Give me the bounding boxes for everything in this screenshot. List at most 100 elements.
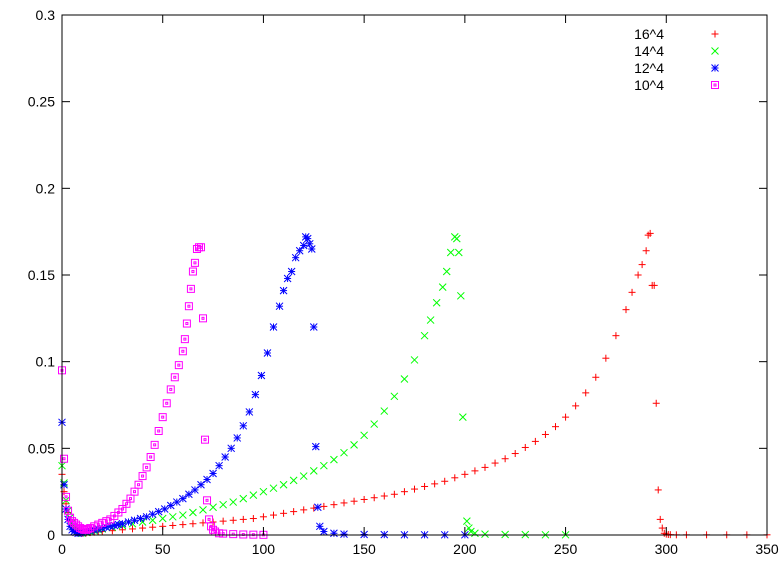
data-point [501,455,509,463]
data-point [169,521,177,529]
data-point [162,399,171,408]
data-point [310,504,318,512]
data-point [221,453,230,461]
data-point [148,516,157,525]
plot-marks [58,229,771,539]
data-point [431,480,439,488]
data-point [370,420,379,428]
legend-label: 10^4 [634,77,664,93]
data-point [180,335,189,344]
data-point [186,284,195,293]
data-point [656,515,664,523]
data-point [239,515,247,523]
y-tick-label: 0 [47,527,55,543]
data-point [199,314,207,323]
data-point [572,402,580,410]
series-3 [58,243,268,539]
data-point [62,492,71,501]
data-point [320,527,328,536]
data-point [650,281,658,289]
data-point [628,288,636,296]
legend-marker [711,30,719,38]
data-point [420,331,429,340]
data-point [154,427,163,435]
data-point [461,470,469,478]
legend-label: 16^4 [634,26,664,42]
data-point [421,482,429,490]
data-point [471,529,479,538]
data-point [299,472,308,480]
data-point [196,243,205,252]
data-point [203,475,211,484]
data-point [259,487,268,496]
data-point [287,267,296,276]
data-point [134,480,143,489]
data-point [654,486,662,494]
data-point [227,444,236,453]
data-point [458,413,467,421]
y-tick-label: 0.1 [36,354,56,370]
data-point [219,500,227,509]
data-point [270,511,277,519]
series-0 [58,229,771,539]
data-point [249,491,258,499]
data-point [60,454,69,463]
data-point [390,392,399,401]
legend: 16^414^412^410^4 [634,26,719,93]
data-point [410,356,419,364]
data-point [311,442,320,451]
data-point [118,526,126,534]
data-point [309,323,318,331]
data-point [239,494,248,503]
data-point [229,530,238,539]
y-tick-label: 0.2 [36,180,56,196]
data-point [189,520,197,528]
data-point [380,492,388,500]
data-point [142,512,151,521]
data-point [259,513,267,521]
data-point [245,408,254,416]
data-point [390,490,398,498]
data-point [511,450,519,458]
data-point [182,319,191,328]
data-point [190,258,199,267]
data-point [118,519,127,528]
data-point [146,453,155,461]
data-point [249,515,257,523]
data-point [263,349,272,357]
data-point [441,477,449,485]
data-point [158,413,167,422]
y-tick-label: 0.15 [28,267,55,283]
data-point [289,476,298,485]
data-point [219,529,228,538]
data-point [279,286,288,295]
data-point [456,291,465,300]
data-point [229,516,237,524]
data-point [452,234,461,243]
data-point [126,494,135,503]
data-point [279,480,288,489]
data-point [315,522,324,531]
data-point [582,389,590,397]
x-tick-label: 50 [155,541,171,557]
data-point [189,508,197,517]
data-point [465,524,473,532]
x-tick-label: 150 [352,541,376,557]
data-point [129,525,136,533]
data-point [531,437,539,445]
data-point [239,530,248,539]
data-point [438,283,447,291]
data-point [295,246,304,255]
data-point [136,514,145,523]
data-point [185,490,193,499]
data-point [197,480,205,489]
data-point [148,510,157,519]
data-point [166,385,175,394]
data-point [257,371,266,380]
data-point [380,407,389,415]
data-point [269,323,278,331]
data-point [179,511,187,519]
data-point [411,485,418,493]
data-point [432,298,441,307]
data-point [199,506,207,514]
